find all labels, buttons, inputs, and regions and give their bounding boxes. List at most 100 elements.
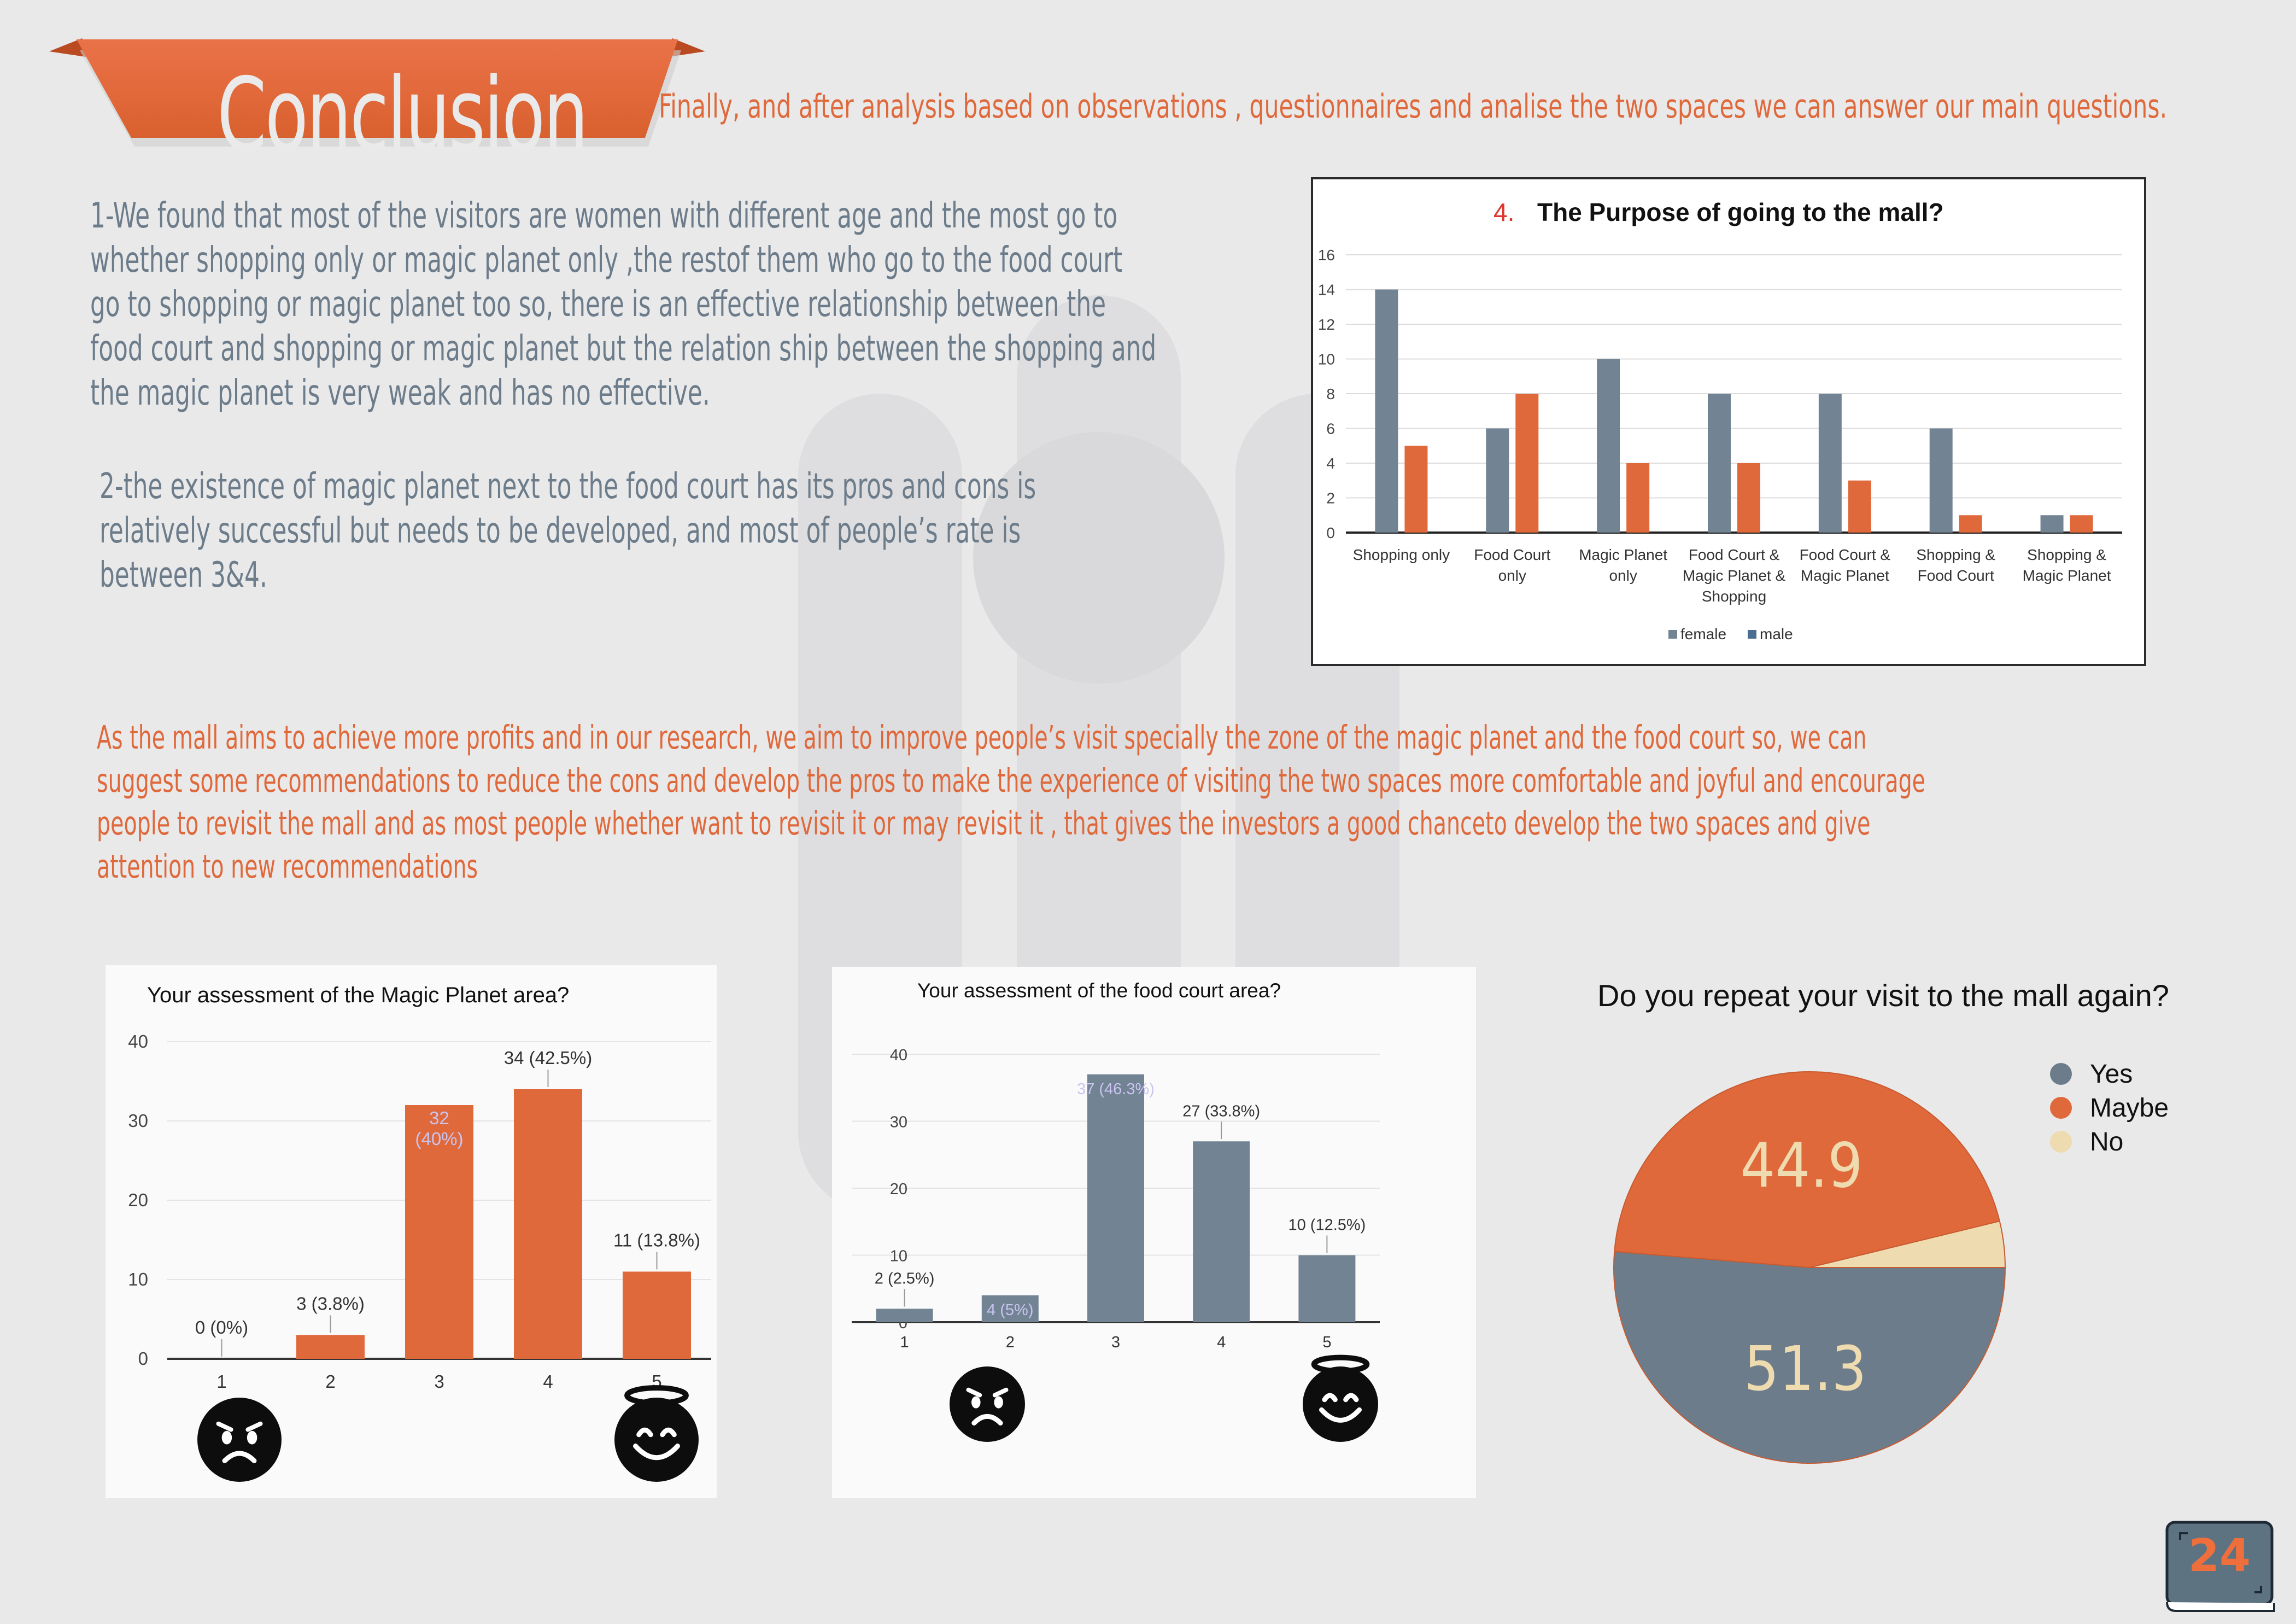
chart-title: The Purpose of going to the mall? bbox=[1537, 198, 1944, 226]
face-circle bbox=[950, 1366, 1025, 1442]
y-tick-label: 0 bbox=[1326, 524, 1335, 541]
y-tick-label: 12 bbox=[1318, 316, 1335, 333]
data-label: 2 (2.5%) bbox=[875, 1270, 935, 1288]
y-tick-label: 40 bbox=[890, 1047, 907, 1064]
mouth bbox=[633, 1444, 680, 1461]
x-tick-label: 4 bbox=[1217, 1334, 1226, 1351]
recommendation-paragraph: As the mall aims to achieve more profits… bbox=[97, 716, 1982, 888]
intro-text: Finally, and after analysis based on obs… bbox=[659, 87, 2168, 126]
data-label: 3 (3.8%) bbox=[296, 1294, 365, 1314]
bar-male bbox=[2070, 515, 2093, 533]
eye bbox=[971, 1396, 981, 1409]
paragraph-line: attention to new recommendations bbox=[97, 847, 478, 885]
x-tick-label: Magic Planet bbox=[1801, 567, 1889, 584]
y-tick-label: 10 bbox=[128, 1269, 148, 1289]
bar-female bbox=[1929, 428, 1953, 533]
legend-swatch bbox=[2050, 1131, 2072, 1153]
legend-label: Maybe bbox=[2090, 1094, 2169, 1123]
chart-title: Your assessment of the food court area? bbox=[917, 979, 1281, 1002]
title-banner: Conclusion bbox=[49, 33, 705, 166]
y-tick-label: 4 bbox=[1326, 455, 1335, 472]
data-label: 27 (33.8%) bbox=[1182, 1102, 1260, 1120]
bar bbox=[1298, 1255, 1356, 1322]
x-tick-label: 2 bbox=[325, 1371, 335, 1392]
x-tick-label: Magic Planet bbox=[1579, 546, 1667, 563]
happy-face-icon bbox=[614, 1385, 699, 1482]
bar bbox=[514, 1089, 582, 1359]
x-tick-label: 5 bbox=[1322, 1334, 1331, 1351]
legend-swatch bbox=[2050, 1063, 2072, 1085]
eye bbox=[247, 1430, 257, 1445]
x-tick-label: only bbox=[1609, 567, 1637, 584]
x-tick-label: 3 bbox=[1111, 1334, 1120, 1351]
bar-male bbox=[1515, 394, 1539, 533]
x-tick-label: Magic Planet & bbox=[1683, 567, 1786, 584]
page-number: 24 bbox=[2188, 1530, 2251, 1582]
face-circle bbox=[614, 1398, 699, 1482]
bar-male bbox=[1737, 463, 1760, 533]
face-circle bbox=[197, 1398, 282, 1482]
x-tick-label: Food Court bbox=[1918, 567, 1994, 584]
face-circle bbox=[1303, 1366, 1378, 1442]
y-tick-label: 2 bbox=[1326, 490, 1335, 507]
paragraph-line: between 3&4. bbox=[99, 555, 267, 595]
paragraph-line: 1-We found that most of the visitors are… bbox=[90, 196, 1118, 236]
y-tick-label: 40 bbox=[128, 1031, 148, 1051]
bar-male bbox=[1959, 515, 1982, 533]
finding-paragraph-1: 1-We found that most of the visitors are… bbox=[90, 194, 1266, 416]
magic-planet-chart-panel: Your assessment of the Magic Planet area… bbox=[106, 965, 717, 1498]
legend-label: male bbox=[1760, 626, 1793, 642]
paragraph-line: As the mall aims to achieve more profits… bbox=[97, 718, 1867, 756]
y-tick-label: 0 bbox=[138, 1348, 148, 1369]
bar-female bbox=[1597, 359, 1620, 533]
y-tick-label: 6 bbox=[1326, 420, 1335, 437]
happy-face-icon bbox=[1303, 1354, 1378, 1442]
data-label: (40%) bbox=[415, 1129, 463, 1149]
bar-female bbox=[1375, 289, 1398, 533]
mouth bbox=[971, 1413, 1003, 1426]
bar-female bbox=[1486, 428, 1509, 533]
data-label: 10 (12.5%) bbox=[1288, 1217, 1366, 1234]
bar-female bbox=[2040, 515, 2064, 533]
x-tick-label: Shopping & bbox=[1916, 546, 1995, 563]
data-label: 32 bbox=[429, 1108, 449, 1128]
bar bbox=[876, 1308, 933, 1322]
sad-face-icon bbox=[950, 1366, 1025, 1442]
x-tick-label: Shopping only bbox=[1353, 546, 1450, 563]
x-tick-label: Magic Planet bbox=[2023, 567, 2111, 584]
bar-female bbox=[1708, 394, 1731, 533]
x-tick-label: 4 bbox=[543, 1371, 553, 1392]
brows bbox=[216, 1421, 263, 1432]
legend-label: No bbox=[2090, 1128, 2123, 1156]
page-title: Conclusion bbox=[217, 56, 588, 174]
purpose-chart: 4. The Purpose of going to the mall? 0 2 4 6 8… bbox=[1318, 198, 2122, 642]
paragraph-line: whether shopping only or magic planet on… bbox=[90, 240, 1123, 281]
finding-paragraph-2: 2-the existence of magic planet next to … bbox=[99, 465, 1275, 598]
halo bbox=[624, 1385, 689, 1406]
scroll-badge-shape bbox=[2165, 1521, 2275, 1612]
bar bbox=[981, 1295, 1039, 1322]
bar bbox=[405, 1105, 473, 1359]
x-tick-label: Food Court & bbox=[1800, 546, 1891, 563]
legend-swatch bbox=[1748, 630, 1756, 639]
y-tick-label: 8 bbox=[1326, 385, 1335, 402]
x-tick-label: Shopping bbox=[1702, 588, 1766, 605]
paragraph-line: 2-the existence of magic planet next to … bbox=[99, 466, 1036, 507]
bar-male bbox=[1848, 480, 1871, 533]
x-tick-label: Shopping & bbox=[2027, 546, 2106, 563]
bar-male bbox=[1626, 463, 1650, 533]
y-tick-label: 20 bbox=[890, 1181, 907, 1198]
bar bbox=[296, 1335, 365, 1359]
eye bbox=[994, 1396, 1003, 1409]
chart-title: Do you repeat your visit to the mall aga… bbox=[1597, 978, 2169, 1013]
legend-label: female bbox=[1680, 626, 1726, 642]
paragraph-line: go to shopping or magic planet too so, t… bbox=[90, 284, 1106, 325]
mouth bbox=[222, 1451, 257, 1463]
data-label: 34 (42.5%) bbox=[504, 1048, 592, 1068]
eyes bbox=[636, 1427, 677, 1438]
pie-slice-yes bbox=[1613, 1251, 2006, 1464]
x-tick-label: 1 bbox=[216, 1371, 226, 1392]
legend-swatch bbox=[1668, 630, 1677, 639]
food-court-chart-panel: Your assessment of the food court area? 0… bbox=[832, 967, 1476, 1498]
ribbon-shape bbox=[49, 38, 705, 147]
